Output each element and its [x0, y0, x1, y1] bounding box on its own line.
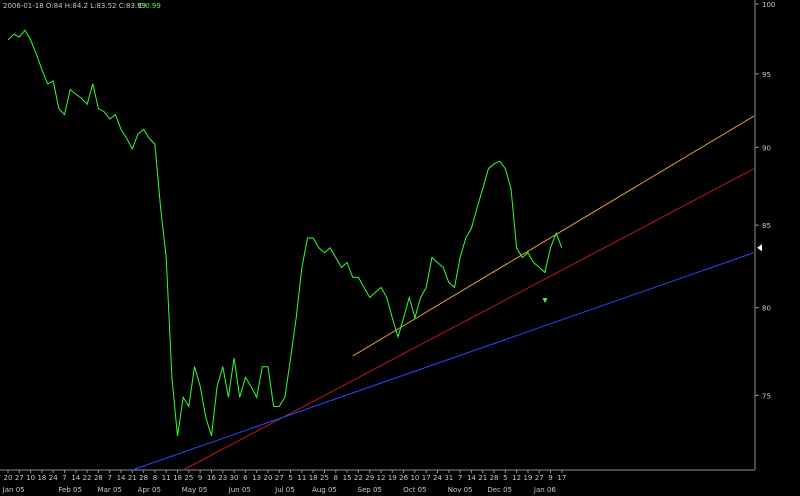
x-tick-label: 19 — [388, 474, 397, 482]
x-tick-label: 20 — [264, 474, 273, 482]
month-label: Feb 05 — [58, 486, 82, 494]
x-tick-label: 13 — [252, 474, 261, 482]
x-tick-label: 26 — [399, 474, 408, 482]
month-label: Aug 05 — [312, 486, 337, 494]
signal-arrow — [542, 298, 548, 303]
x-tick-label: 5 — [503, 474, 507, 482]
x-tick-label: 21 — [478, 474, 487, 482]
x-tick-label: 20 — [4, 474, 13, 482]
x-tick-label: 5 — [288, 474, 292, 482]
x-tick-label: 10 — [410, 474, 419, 482]
x-tick-label: 28 — [490, 474, 499, 482]
x-tick-label: 24 — [433, 474, 442, 482]
trend-line — [132, 252, 755, 471]
x-tick-label: 11 — [162, 474, 171, 482]
x-tick-label: 28 — [94, 474, 103, 482]
x-tick-label: 7 — [62, 474, 66, 482]
change-label: C:0.99 — [138, 2, 161, 10]
x-tick-label: 15 — [343, 474, 352, 482]
x-tick-label: 14 — [117, 474, 126, 482]
month-label: May 05 — [182, 486, 208, 494]
quote-header: 2006-01-18 O:84 H:84.2 L:83.52 C:83.99 — [3, 2, 146, 10]
x-tick-label: 11 — [297, 474, 306, 482]
month-label: Jan 06 — [533, 486, 556, 494]
trend-line — [352, 115, 755, 357]
x-tick-label: 31 — [444, 474, 453, 482]
y-tick-label: 75 — [762, 392, 771, 400]
month-label: Apr 05 — [138, 486, 161, 494]
y-tick-label: 85 — [762, 222, 771, 230]
x-tick-label: 27 — [535, 474, 544, 482]
y-tick-label: 100 — [762, 1, 775, 9]
x-tick-label: 22 — [83, 474, 92, 482]
month-label: Sep 05 — [358, 486, 382, 494]
x-tick-label: 8 — [153, 474, 157, 482]
x-tick-label: 18 — [37, 474, 46, 482]
x-tick-label: 9 — [198, 474, 202, 482]
x-tick-label: 28 — [139, 474, 148, 482]
trend-line — [182, 168, 755, 471]
last-price-marker — [757, 244, 762, 252]
month-label: Jul 05 — [274, 486, 295, 494]
month-label: Dec 05 — [487, 486, 512, 494]
month-label: Nov 05 — [448, 486, 473, 494]
x-tick-label: 22 — [354, 474, 363, 482]
month-label: Oct 05 — [403, 486, 426, 494]
x-tick-label: 7 — [107, 474, 111, 482]
x-tick-label: 29 — [365, 474, 374, 482]
month-label: Jan 05 — [2, 486, 25, 494]
x-tick-label: 18 — [173, 474, 182, 482]
x-tick-label: 10 — [26, 474, 35, 482]
y-tick-label: 90 — [762, 144, 771, 152]
month-label: Jun 05 — [228, 486, 251, 494]
x-tick-label: 14 — [71, 474, 80, 482]
x-tick-label: 19 — [523, 474, 532, 482]
price-line — [7, 29, 563, 437]
x-tick-label: 18 — [309, 474, 318, 482]
x-tick-label: 25 — [320, 474, 329, 482]
x-tick-label: 16 — [207, 474, 216, 482]
x-tick-label: 21 — [128, 474, 137, 482]
x-tick-label: 17 — [557, 474, 566, 482]
x-tick-label: 12 — [377, 474, 386, 482]
x-tick-label: 24 — [49, 474, 58, 482]
x-tick-label: 25 — [184, 474, 193, 482]
x-tick-label: 9 — [548, 474, 552, 482]
x-tick-label: 12 — [512, 474, 521, 482]
y-tick-label: 95 — [762, 71, 771, 79]
x-tick-label: 27 — [15, 474, 24, 482]
x-tick-label: 7 — [458, 474, 462, 482]
x-tick-label: 27 — [275, 474, 284, 482]
x-tick-label: 23 — [218, 474, 227, 482]
y-tick-label: 80 — [762, 305, 771, 313]
month-label: Mar 05 — [98, 486, 122, 494]
x-tick-label: 17 — [422, 474, 431, 482]
x-tick-label: 30 — [230, 474, 239, 482]
x-tick-label: 6 — [243, 474, 248, 482]
x-tick-label: 8 — [334, 474, 338, 482]
x-tick-label: 14 — [467, 474, 476, 482]
